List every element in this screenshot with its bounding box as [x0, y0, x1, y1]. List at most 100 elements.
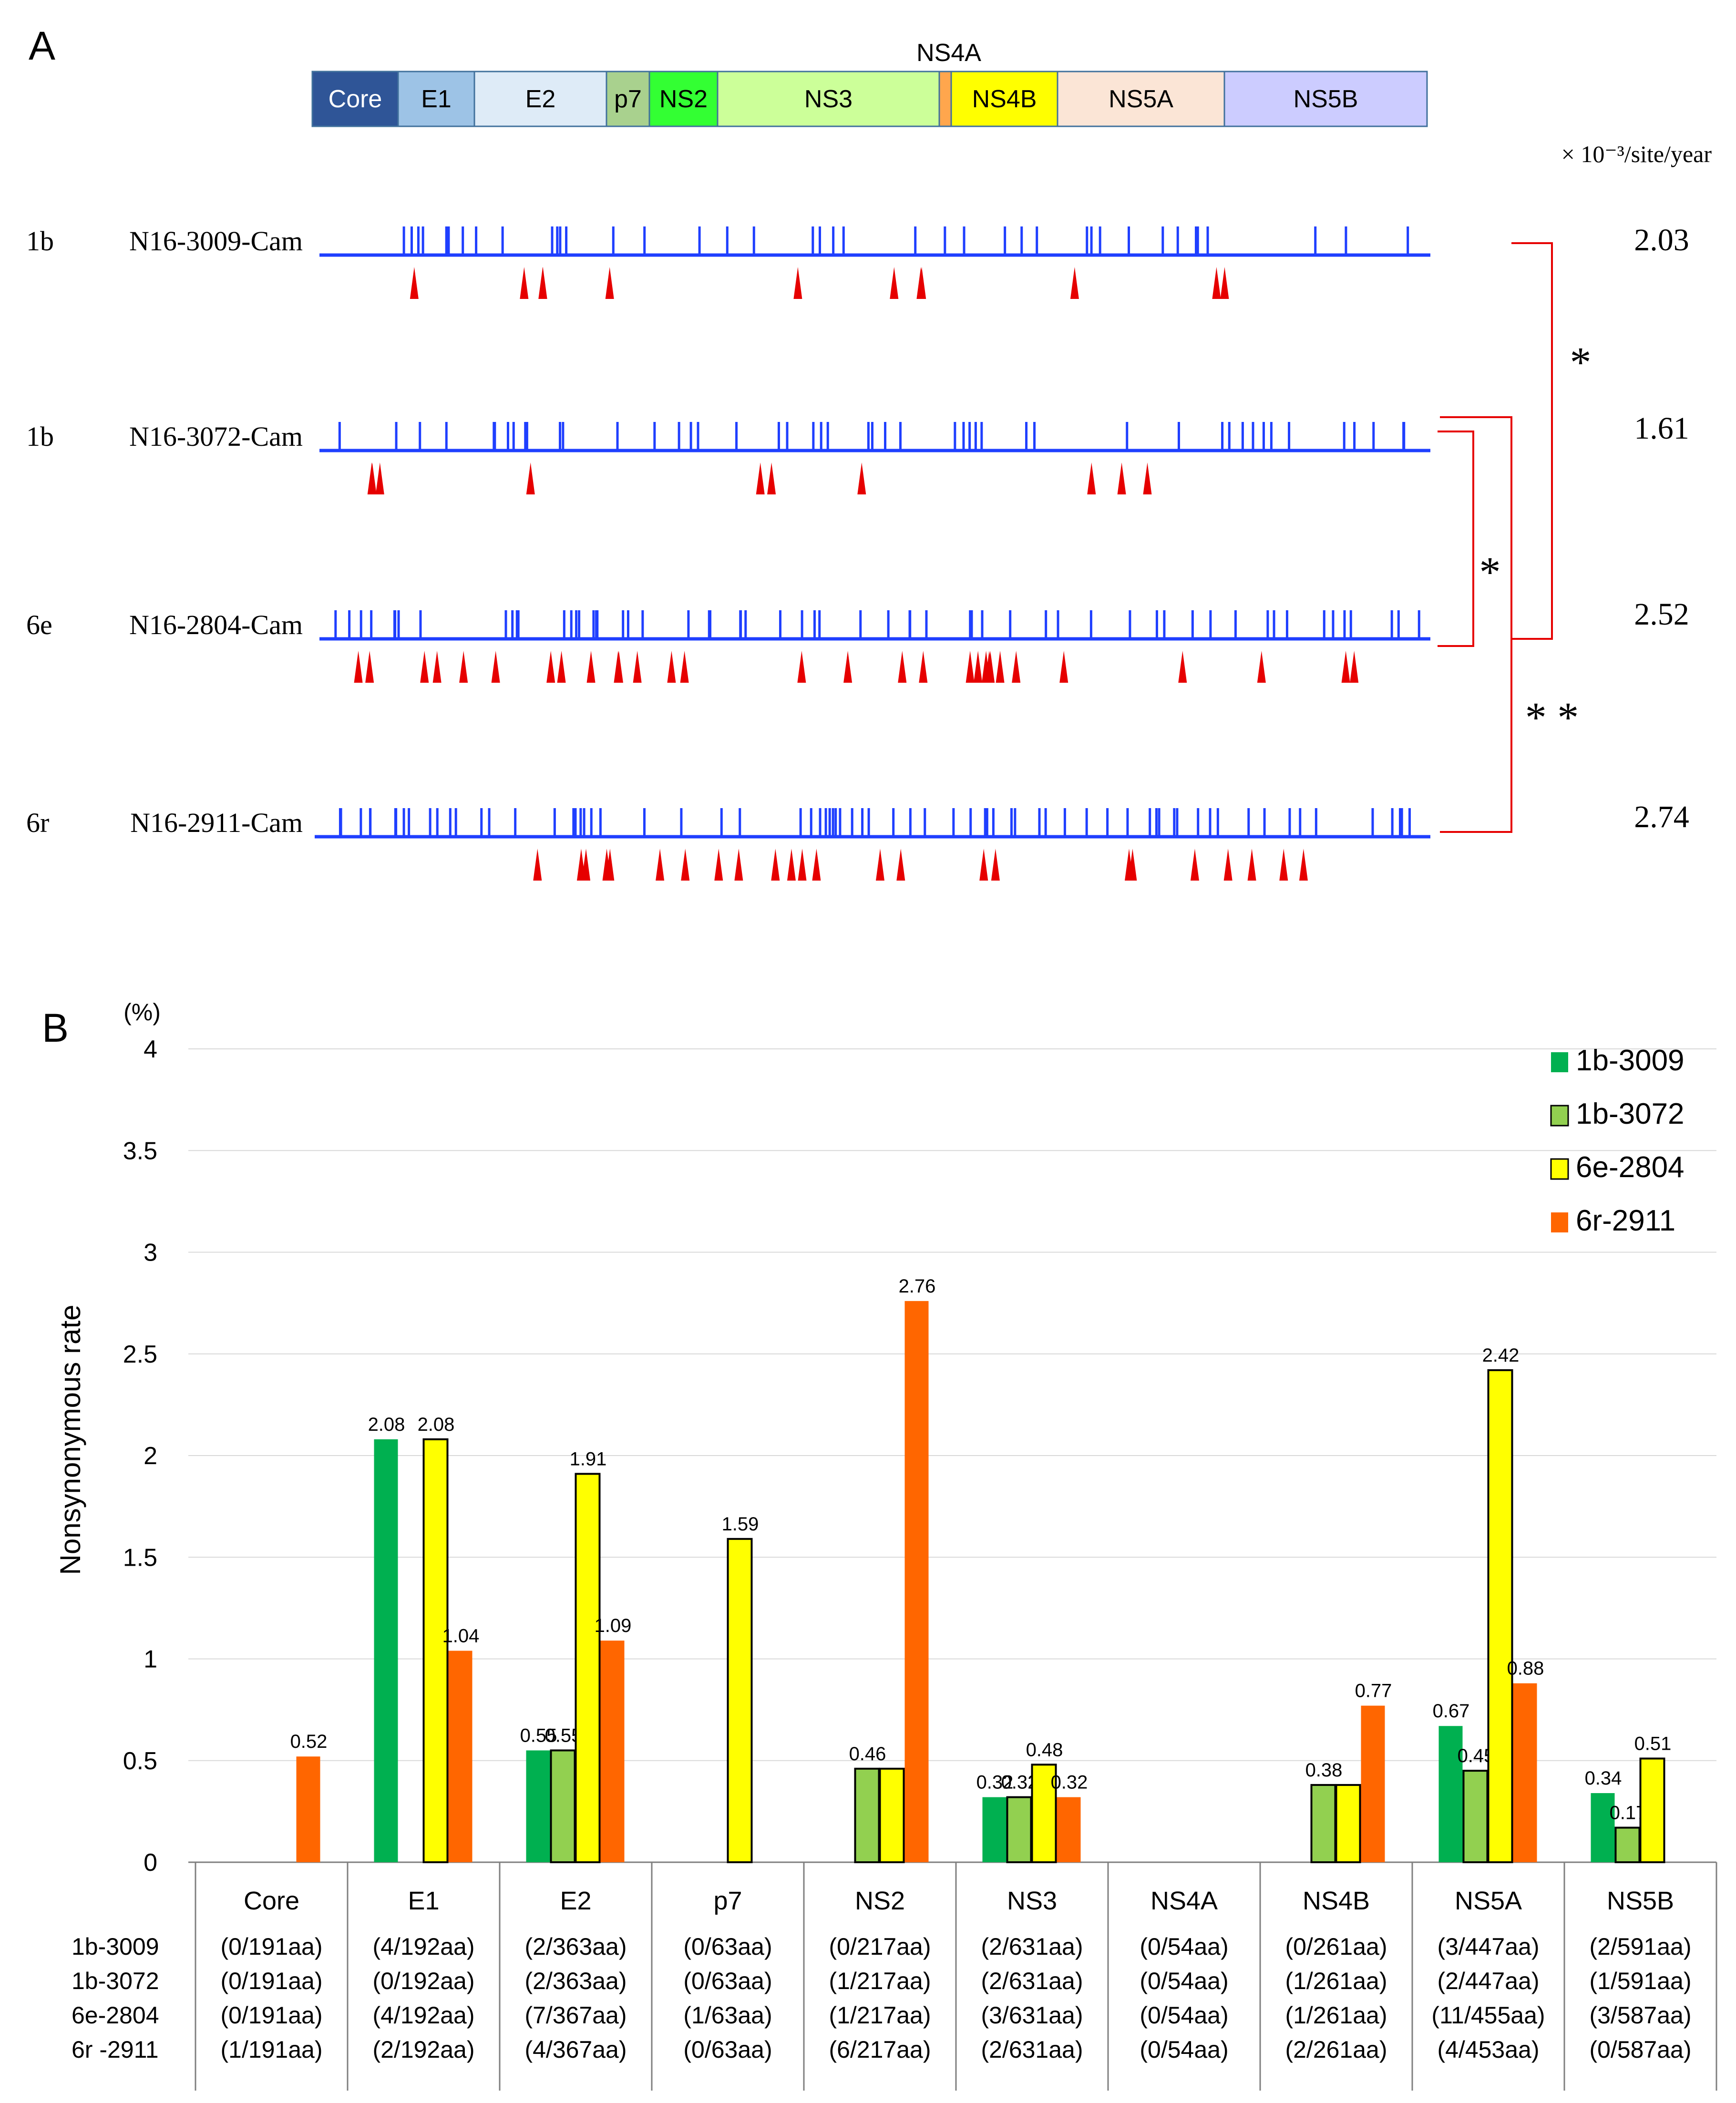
strain-name: N16-2804-Cam: [129, 609, 303, 640]
count-cell: (1/591aa): [1589, 1968, 1691, 1994]
category-label-ns4a: NS4A: [1150, 1887, 1218, 1915]
nonsynonymous-arrow: [917, 267, 926, 299]
nonsynonymous-arrow: [1087, 462, 1096, 494]
count-cell: (2/631aa): [981, 1968, 1083, 1994]
bracket-3072-2804: [1438, 431, 1474, 647]
nonsynonymous-arrow: [787, 849, 796, 881]
nonsynonymous-arrow: [1299, 849, 1308, 881]
count-cell: (0/261aa): [1285, 1933, 1387, 1960]
nonsynonymous-arrow: [1279, 849, 1288, 881]
nonsynonymous-arrow: [680, 651, 689, 683]
category-label-ns3: NS3: [1007, 1887, 1057, 1915]
legend-label-6r-2911: 6r-2911: [1576, 1204, 1675, 1237]
nonsynonymous-arrow: [1178, 651, 1187, 683]
data-label: 0.32: [1051, 1772, 1088, 1793]
nonsynonymous-arrow: [1257, 651, 1266, 683]
significance-star-3: * *: [1525, 694, 1579, 741]
count-cell: (1/261aa): [1285, 1968, 1387, 1994]
nonsynonymous-arrow: [991, 849, 1000, 881]
data-label: 2.08: [418, 1414, 455, 1435]
bar-1b-3009-E2: [526, 1750, 550, 1862]
bar-1b-3009-NS5A: [1438, 1726, 1463, 1862]
category-label-core: Core: [244, 1887, 299, 1915]
bar-6e-2804-NS2: [879, 1767, 905, 1864]
bar-1b-3072-NS5B: [1614, 1826, 1641, 1864]
count-cell: (2/447aa): [1437, 1968, 1539, 1994]
nonsynonymous-arrow: [798, 849, 807, 881]
category-label-ns4b: NS4B: [1303, 1887, 1370, 1915]
nonsynonymous-arrow: [375, 462, 384, 494]
nonsynonymous-arrow: [771, 849, 780, 881]
significance-star-1: *: [1570, 339, 1592, 386]
nonsynonymous-arrow: [1220, 267, 1229, 299]
strain-rate: 2.03: [1634, 223, 1689, 257]
y-tick-label: 1: [144, 1646, 157, 1673]
bar-6e-2804-NS5A: [1487, 1369, 1513, 1864]
data-label: 0.51: [1634, 1733, 1672, 1754]
genome-segment-e2: [473, 71, 607, 127]
genome-label-ns5b: NS5B: [1294, 85, 1358, 113]
nonsynonymous-arrow: [812, 849, 821, 881]
count-cell: (4/192aa): [372, 1933, 474, 1960]
nonsynonymous-arrow: [533, 849, 542, 881]
count-cell: (3/447aa): [1437, 1933, 1539, 1960]
category-label-p7: p7: [713, 1887, 742, 1915]
count-cell: (0/63aa): [683, 1933, 772, 1960]
bar-6r-2911-NS4B: [1361, 1705, 1385, 1862]
legend-swatch-6r-2911: [1551, 1212, 1568, 1232]
nonsynonymous-arrow: [367, 462, 376, 494]
significance-star-2: *: [1479, 549, 1501, 596]
bar-1b-3072-NS2: [854, 1767, 880, 1864]
bar-1b-3072-E2: [550, 1749, 576, 1864]
count-cell: (0/587aa): [1589, 2036, 1691, 2063]
bar-6r-2911-E2: [600, 1641, 625, 1862]
data-label: 0.48: [1026, 1739, 1063, 1760]
row-label: 6e-2804: [72, 2002, 159, 2029]
nonsynonymous-arrow: [898, 651, 907, 683]
count-cell: (0/191aa): [220, 2002, 322, 2029]
count-cell: (0/217aa): [829, 1933, 931, 1960]
bar-6r-2911-Core: [296, 1756, 320, 1862]
nonsynonymous-arrow: [1212, 267, 1221, 299]
count-cell: (6/217aa): [829, 2036, 931, 2063]
nonsynonymous-arrow: [365, 651, 374, 683]
strain-tracks: 1b N16-3009-Cam 2.03 1b N16-3072-Cam 1.61 6e N1…: [26, 223, 1689, 881]
nonsynonymous-arrow: [793, 267, 802, 299]
nonsynonymous-arrow: [734, 849, 743, 881]
count-cell: (4/453aa): [1437, 2036, 1539, 2063]
y-tick-label: 2: [144, 1442, 157, 1470]
genome-label-p7: p7: [614, 85, 642, 113]
nonsynonymous-arrow: [606, 849, 615, 881]
genome-segment-core: [311, 71, 399, 127]
strain-name: N16-3072-Cam: [129, 421, 303, 452]
nonsynonymous-arrow: [857, 462, 866, 494]
genome-segment-ns4a: [938, 71, 952, 127]
nonsynonymous-arrow: [656, 849, 665, 881]
count-cell: (0/54aa): [1140, 1933, 1228, 1960]
row-label: 1b-3009: [72, 1933, 159, 1960]
count-cell: (0/54aa): [1140, 1968, 1228, 1994]
bracket-3009-2804: [1511, 242, 1553, 640]
nonsynonymous-arrow: [896, 849, 905, 881]
count-cell: (4/192aa): [372, 2002, 474, 2029]
genotype-label: 6r: [26, 807, 49, 838]
nonsynonymous-arrow: [1070, 267, 1079, 299]
data-label: 1.04: [442, 1625, 480, 1646]
nonsynonymous-arrow: [756, 462, 765, 494]
count-cell: (2/631aa): [981, 2036, 1083, 2063]
data-label: 2.76: [899, 1276, 936, 1297]
bar-1b-3009-NS5B: [1591, 1793, 1615, 1862]
count-cell: (2/363aa): [524, 1968, 627, 1994]
genome-label-e1: E1: [421, 85, 452, 113]
genome-segment-ns3: [717, 71, 940, 127]
data-label: 0.77: [1355, 1681, 1392, 1702]
nonsynonymous-arrow: [354, 651, 363, 683]
nonsynonymous-arrow: [875, 849, 884, 881]
nonsynonymous-arrow: [459, 651, 468, 683]
ns4a-label: NS4A: [916, 39, 981, 67]
nonsynonymous-arrow: [919, 651, 928, 683]
y-tick-label: 4: [144, 1036, 157, 1063]
category-label-e1: E1: [408, 1887, 439, 1915]
genome-segment-ns2: [648, 71, 719, 127]
